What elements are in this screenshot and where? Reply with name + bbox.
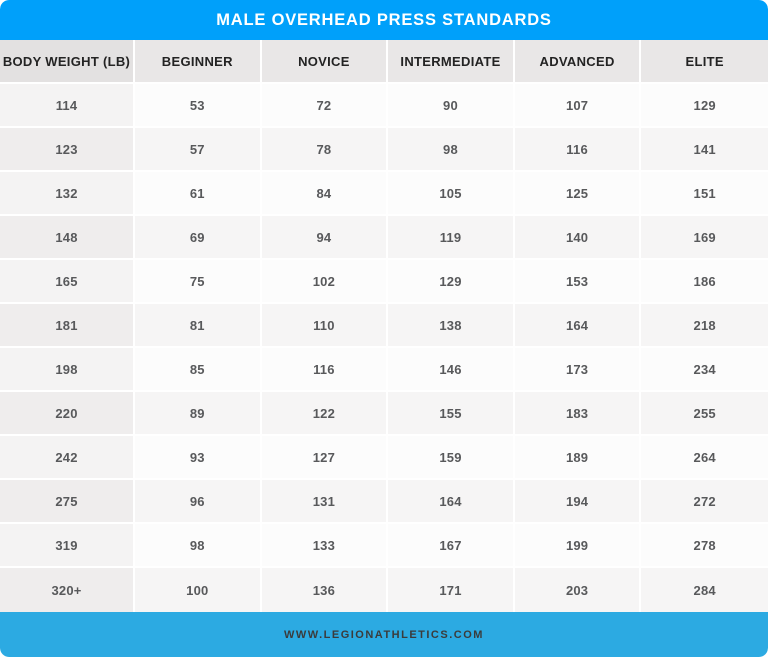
- table-row: 242 93 127 159 189 264: [0, 436, 768, 480]
- table-row: 132 61 84 105 125 151: [0, 172, 768, 216]
- table-header-row: BODY WEIGHT (LB) BEGINNER NOVICE INTERME…: [0, 40, 768, 84]
- body-weight-cell: 198: [0, 348, 135, 392]
- body-weight-cell: 114: [0, 84, 135, 128]
- title-bar: MALE OVERHEAD PRESS STANDARDS: [0, 0, 768, 40]
- value-cell: 102: [261, 260, 389, 304]
- value-cell: 78: [261, 128, 389, 172]
- value-cell: 159: [388, 436, 515, 480]
- value-cell: 218: [641, 304, 768, 348]
- value-cell: 122: [261, 392, 389, 436]
- body-weight-cell: 220: [0, 392, 135, 436]
- column-header-body-weight: BODY WEIGHT (LB): [0, 40, 135, 84]
- body-weight-cell: 165: [0, 260, 135, 304]
- value-cell: 105: [388, 172, 515, 216]
- value-cell: 194: [514, 480, 642, 524]
- body-weight-cell: 148: [0, 216, 135, 260]
- table-row: 165 75 102 129 153 186: [0, 260, 768, 304]
- value-cell: 116: [261, 348, 389, 392]
- value-cell: 100: [135, 568, 262, 612]
- value-cell: 129: [641, 84, 768, 128]
- value-cell: 173: [514, 348, 642, 392]
- value-cell: 84: [261, 172, 389, 216]
- value-cell: 140: [514, 216, 642, 260]
- value-cell: 186: [641, 260, 768, 304]
- value-cell: 138: [388, 304, 515, 348]
- value-cell: 199: [514, 524, 642, 568]
- page-title: MALE OVERHEAD PRESS STANDARDS: [216, 10, 552, 29]
- table-row: 123 57 78 98 116 141: [0, 128, 768, 172]
- table-row: 148 69 94 119 140 169: [0, 216, 768, 260]
- value-cell: 127: [261, 436, 389, 480]
- value-cell: 98: [135, 524, 262, 568]
- value-cell: 72: [261, 84, 389, 128]
- value-cell: 284: [641, 568, 768, 612]
- value-cell: 57: [135, 128, 262, 172]
- value-cell: 164: [388, 480, 515, 524]
- value-cell: 203: [514, 568, 642, 612]
- table-row: 275 96 131 164 194 272: [0, 480, 768, 524]
- body-weight-cell: 319: [0, 524, 135, 568]
- value-cell: 169: [641, 216, 768, 260]
- value-cell: 141: [641, 128, 768, 172]
- body-weight-cell: 275: [0, 480, 135, 524]
- footer-bar: WWW.LEGIONATHLETICS.COM: [0, 612, 768, 657]
- value-cell: 107: [514, 84, 642, 128]
- value-cell: 75: [135, 260, 262, 304]
- value-cell: 272: [641, 480, 768, 524]
- table-row: 198 85 116 146 173 234: [0, 348, 768, 392]
- value-cell: 133: [261, 524, 389, 568]
- body-weight-cell: 242: [0, 436, 135, 480]
- value-cell: 89: [135, 392, 262, 436]
- value-cell: 151: [641, 172, 768, 216]
- value-cell: 183: [514, 392, 642, 436]
- value-cell: 153: [514, 260, 642, 304]
- value-cell: 98: [388, 128, 515, 172]
- value-cell: 171: [388, 568, 515, 612]
- column-header-elite: ELITE: [641, 40, 768, 84]
- value-cell: 81: [135, 304, 262, 348]
- body-weight-cell: 181: [0, 304, 135, 348]
- table-row: 114 53 72 90 107 129: [0, 84, 768, 128]
- value-cell: 264: [641, 436, 768, 480]
- table-row: 319 98 133 167 199 278: [0, 524, 768, 568]
- body-weight-cell: 123: [0, 128, 135, 172]
- value-cell: 125: [514, 172, 642, 216]
- value-cell: 96: [135, 480, 262, 524]
- value-cell: 85: [135, 348, 262, 392]
- value-cell: 90: [388, 84, 515, 128]
- value-cell: 129: [388, 260, 515, 304]
- value-cell: 234: [641, 348, 768, 392]
- value-cell: 255: [641, 392, 768, 436]
- value-cell: 94: [261, 216, 389, 260]
- table-row: 181 81 110 138 164 218: [0, 304, 768, 348]
- value-cell: 119: [388, 216, 515, 260]
- value-cell: 167: [388, 524, 515, 568]
- value-cell: 131: [261, 480, 389, 524]
- table-body: 114 53 72 90 107 129 123 57 78 98 116 141 132 61 84 105…: [0, 84, 768, 612]
- value-cell: 278: [641, 524, 768, 568]
- body-weight-cell: 320+: [0, 568, 135, 612]
- value-cell: 69: [135, 216, 262, 260]
- value-cell: 189: [514, 436, 642, 480]
- column-header-novice: NOVICE: [261, 40, 389, 84]
- value-cell: 164: [514, 304, 642, 348]
- value-cell: 53: [135, 84, 262, 128]
- column-header-intermediate: INTERMEDIATE: [388, 40, 515, 84]
- column-header-beginner: BEGINNER: [135, 40, 262, 84]
- value-cell: 110: [261, 304, 389, 348]
- standards-table: BODY WEIGHT (LB) BEGINNER NOVICE INTERME…: [0, 40, 768, 612]
- value-cell: 93: [135, 436, 262, 480]
- value-cell: 136: [261, 568, 389, 612]
- column-header-advanced: ADVANCED: [514, 40, 642, 84]
- website-url: WWW.LEGIONATHLETICS.COM: [284, 628, 484, 641]
- table-row: 220 89 122 155 183 255: [0, 392, 768, 436]
- value-cell: 116: [514, 128, 642, 172]
- body-weight-cell: 132: [0, 172, 135, 216]
- value-cell: 61: [135, 172, 262, 216]
- value-cell: 146: [388, 348, 515, 392]
- table-row: 320+ 100 136 171 203 284: [0, 568, 768, 612]
- value-cell: 155: [388, 392, 515, 436]
